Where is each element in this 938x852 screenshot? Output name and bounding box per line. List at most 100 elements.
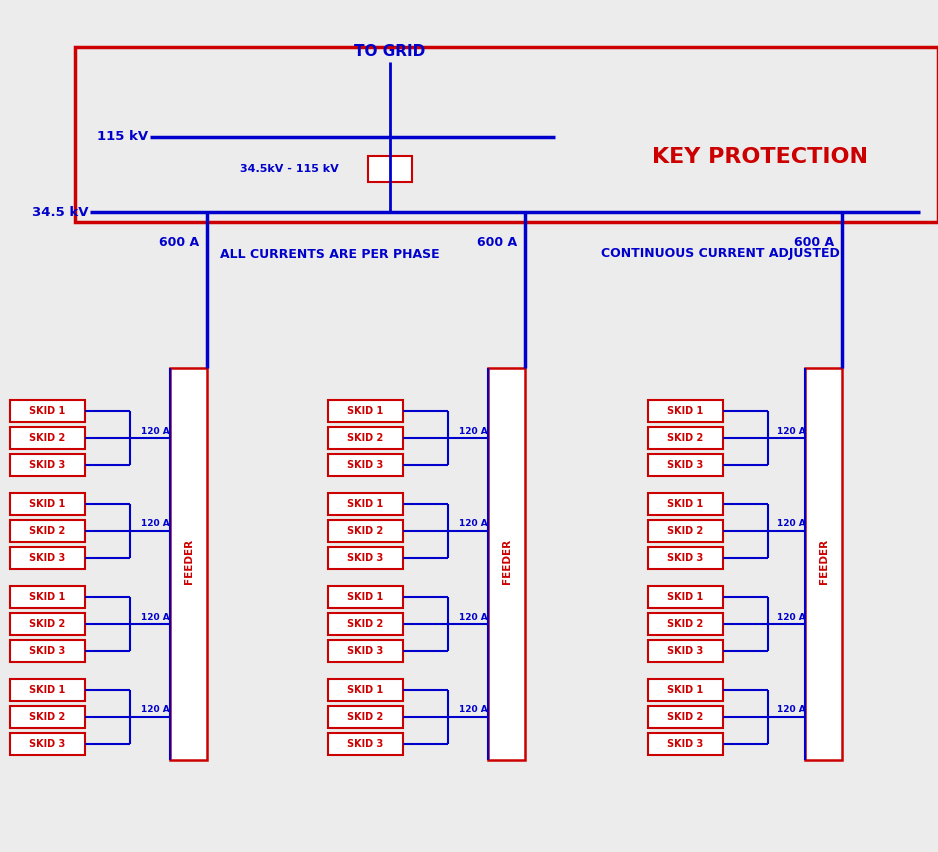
Text: SKID 1: SKID 1 [29, 592, 66, 602]
Text: SKID 1: SKID 1 [29, 406, 66, 416]
Bar [10, 613, 85, 635]
Bar [328, 400, 403, 422]
Text: SKID 1: SKID 1 [29, 499, 66, 509]
Text: SKID 2: SKID 2 [29, 526, 66, 536]
Bar [170, 368, 207, 760]
Text: SKID 2: SKID 2 [667, 433, 704, 443]
Bar [648, 547, 723, 569]
Bar [10, 454, 85, 476]
Text: SKID 1: SKID 1 [347, 685, 384, 695]
Text: 120 A: 120 A [459, 705, 488, 715]
Bar [10, 427, 85, 449]
Text: ALL CURRENTS ARE PER PHASE: ALL CURRENTS ARE PER PHASE [220, 247, 440, 261]
Text: 120 A: 120 A [459, 520, 488, 528]
Text: SKID 3: SKID 3 [667, 739, 704, 749]
Text: SKID 2: SKID 2 [347, 526, 384, 536]
Text: SKID 1: SKID 1 [667, 685, 704, 695]
Bar [10, 520, 85, 542]
Text: 115 kV: 115 kV [97, 130, 148, 143]
Bar [10, 640, 85, 662]
Text: SKID 3: SKID 3 [29, 553, 66, 563]
Text: SKID 2: SKID 2 [347, 712, 384, 722]
Bar [10, 400, 85, 422]
Text: 120 A: 120 A [141, 613, 170, 621]
Text: SKID 1: SKID 1 [667, 406, 704, 416]
Text: SKID 1: SKID 1 [667, 499, 704, 509]
Text: 120 A: 120 A [777, 705, 806, 715]
Text: 120 A: 120 A [141, 705, 170, 715]
Bar [328, 547, 403, 569]
Bar [648, 520, 723, 542]
Bar [328, 493, 403, 515]
Bar [648, 493, 723, 515]
Bar [10, 679, 85, 701]
Bar [368, 156, 412, 182]
Bar [328, 454, 403, 476]
Text: 120 A: 120 A [777, 427, 806, 435]
Text: SKID 2: SKID 2 [667, 526, 704, 536]
Text: SKID 3: SKID 3 [667, 646, 704, 656]
Text: SKID 3: SKID 3 [347, 646, 384, 656]
Text: SKID 1: SKID 1 [667, 592, 704, 602]
Text: SKID 3: SKID 3 [29, 646, 66, 656]
Text: KEY PROTECTION: KEY PROTECTION [652, 147, 868, 167]
Text: SKID 3: SKID 3 [347, 460, 384, 470]
Text: SKID 1: SKID 1 [347, 499, 384, 509]
Bar [328, 679, 403, 701]
Bar [10, 493, 85, 515]
Bar [328, 733, 403, 755]
Bar [648, 613, 723, 635]
Text: SKID 2: SKID 2 [347, 619, 384, 629]
Text: FEEDER: FEEDER [819, 539, 828, 584]
Bar [328, 586, 403, 608]
Bar [75, 47, 938, 222]
Text: SKID 2: SKID 2 [29, 433, 66, 443]
Text: SKID 2: SKID 2 [347, 433, 384, 443]
Text: SKID 1: SKID 1 [347, 406, 384, 416]
Text: 120 A: 120 A [459, 613, 488, 621]
Bar [648, 454, 723, 476]
Text: SKID 1: SKID 1 [29, 685, 66, 695]
Text: CONTINUOUS CURRENT ADJUSTED: CONTINUOUS CURRENT ADJUSTED [600, 247, 840, 261]
Bar [10, 547, 85, 569]
Text: 34.5kV - 115 kV: 34.5kV - 115 kV [240, 164, 339, 174]
Bar [328, 427, 403, 449]
Text: SKID 2: SKID 2 [29, 712, 66, 722]
Text: 600 A: 600 A [159, 235, 199, 249]
Bar [805, 368, 842, 760]
Text: SKID 3: SKID 3 [347, 553, 384, 563]
Text: TO GRID: TO GRID [355, 44, 426, 60]
Bar [648, 400, 723, 422]
Text: FEEDER: FEEDER [184, 539, 193, 584]
Bar [328, 613, 403, 635]
Text: SKID 2: SKID 2 [29, 619, 66, 629]
Bar [648, 586, 723, 608]
Bar [10, 586, 85, 608]
Text: 120 A: 120 A [141, 427, 170, 435]
Text: 120 A: 120 A [459, 427, 488, 435]
Bar [328, 520, 403, 542]
Bar [10, 706, 85, 728]
Bar [648, 733, 723, 755]
Text: SKID 3: SKID 3 [667, 460, 704, 470]
Text: SKID 2: SKID 2 [667, 619, 704, 629]
Bar [328, 640, 403, 662]
Bar [10, 733, 85, 755]
Bar [648, 640, 723, 662]
Text: 120 A: 120 A [141, 520, 170, 528]
Text: SKID 2: SKID 2 [667, 712, 704, 722]
Bar [488, 368, 525, 760]
Bar [648, 427, 723, 449]
Text: 120 A: 120 A [777, 520, 806, 528]
Bar [648, 679, 723, 701]
Text: SKID 3: SKID 3 [347, 739, 384, 749]
Bar [328, 706, 403, 728]
Text: SKID 1: SKID 1 [347, 592, 384, 602]
Text: 34.5 kV: 34.5 kV [32, 205, 88, 218]
Text: SKID 3: SKID 3 [29, 739, 66, 749]
Text: 120 A: 120 A [777, 613, 806, 621]
Text: 600 A: 600 A [794, 235, 834, 249]
Text: SKID 3: SKID 3 [29, 460, 66, 470]
Bar [648, 706, 723, 728]
Text: SKID 3: SKID 3 [667, 553, 704, 563]
